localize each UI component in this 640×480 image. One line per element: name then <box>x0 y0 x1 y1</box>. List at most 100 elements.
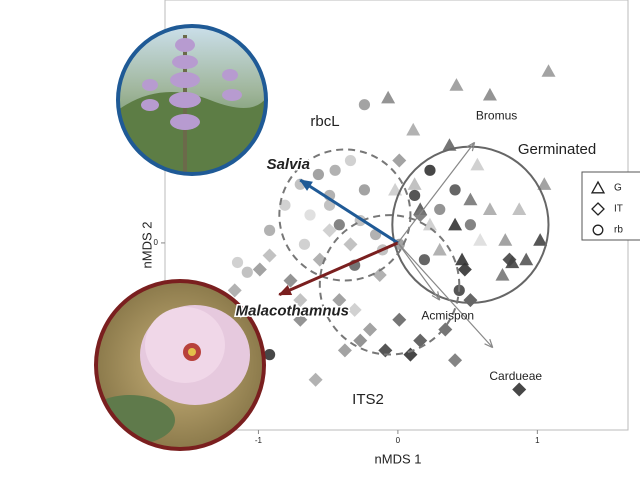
circle-point <box>333 219 345 231</box>
triangle-point <box>463 192 478 206</box>
circle-point <box>298 238 311 250</box>
x-tick-label: 0 <box>396 436 401 445</box>
diamond-point <box>512 382 527 397</box>
legend: G IT rb <box>581 171 640 241</box>
vector-label: Acmispon <box>421 308 474 322</box>
diamond-point <box>448 353 463 368</box>
diamond-point <box>262 248 277 263</box>
vector-head <box>278 284 293 296</box>
diamond-point <box>308 372 323 387</box>
circle-point <box>312 168 325 181</box>
diamond-point <box>283 273 298 288</box>
y-tick-label: 0 <box>154 238 159 247</box>
triangle-point <box>541 64 556 77</box>
circle-point <box>329 164 341 176</box>
triangle-point <box>590 180 606 194</box>
circle-point <box>358 99 371 111</box>
diamond-point <box>293 312 308 327</box>
diamond-point <box>392 153 407 168</box>
diamond-point <box>392 312 407 327</box>
circle-point <box>592 224 604 236</box>
x-tick-label: -1 <box>255 436 263 445</box>
vector-head <box>466 141 476 152</box>
triangle-point <box>498 233 513 246</box>
triangle-point <box>473 233 488 246</box>
vector-head <box>299 179 313 191</box>
triangle-point <box>455 252 470 266</box>
y-axis-label: nMDS 2 <box>139 222 154 269</box>
circle-point <box>241 266 253 278</box>
circle-point <box>344 154 357 167</box>
vector <box>397 242 441 301</box>
circle-point <box>434 203 446 216</box>
group-ellipse <box>318 214 461 356</box>
diamond-point <box>332 293 347 308</box>
diamond-point <box>502 252 517 267</box>
triangle-point <box>448 217 463 231</box>
triangle-point <box>512 202 527 216</box>
circle-point <box>231 256 244 269</box>
group-ellipse <box>391 145 550 304</box>
diamond-point <box>337 343 352 358</box>
circle-point <box>418 254 430 266</box>
circle-point <box>304 209 316 221</box>
circle-point <box>409 189 421 202</box>
diamond-point <box>353 333 368 348</box>
triangle-point <box>422 217 437 231</box>
vector <box>397 242 494 349</box>
triangle-point <box>482 87 497 101</box>
circle-point <box>263 224 276 236</box>
triangle-point <box>533 233 548 246</box>
diamond-point <box>293 293 308 308</box>
ellipse-label: Germinated <box>518 141 596 158</box>
circle-point <box>449 184 461 196</box>
triangle-point <box>449 78 464 91</box>
diamond-point <box>372 268 387 283</box>
triangle-point <box>381 90 396 104</box>
triangle-point <box>470 157 485 171</box>
triangle-point <box>537 177 552 190</box>
vector-head <box>484 338 494 349</box>
diamond-point <box>347 302 362 317</box>
circle-point <box>464 219 477 231</box>
triangle-point <box>495 268 510 281</box>
salvia-photo <box>118 26 266 174</box>
x-tick-label: 1 <box>535 436 540 445</box>
diamond-point <box>438 322 453 337</box>
diamond-point <box>413 333 428 348</box>
diamond-point <box>363 322 378 337</box>
vector-head <box>431 291 441 301</box>
triangle-point <box>406 122 421 136</box>
legend-label: G <box>614 183 622 194</box>
ellipse-label: ITS2 <box>352 391 384 408</box>
triangle-point <box>407 177 422 190</box>
photos <box>94 24 268 451</box>
vector <box>299 178 399 245</box>
legend-box <box>581 171 640 241</box>
group-ellipse <box>278 148 412 282</box>
malacothamnus-photo <box>96 281 264 449</box>
vector-label: Malacothamnus <box>236 303 349 320</box>
vector <box>397 142 476 244</box>
legend-label: rb <box>614 225 623 236</box>
circle-point <box>279 199 291 211</box>
diamond-point <box>227 283 242 298</box>
diamond-point <box>252 262 267 277</box>
x-axis-label: nMDS 1 <box>375 451 422 466</box>
triangle-point <box>432 242 447 256</box>
circle-point <box>358 184 371 196</box>
circle-point <box>263 349 276 361</box>
vector-label: Salvia <box>267 156 310 173</box>
diamond-point <box>457 262 472 277</box>
diamond-point <box>343 237 358 252</box>
diamond-point <box>591 202 605 216</box>
vector <box>278 241 399 296</box>
vector-label: Bromus <box>476 109 517 123</box>
diamond-point <box>322 223 337 238</box>
circle-point <box>424 164 436 176</box>
triangle-point <box>482 202 497 216</box>
triangle-point <box>519 252 534 266</box>
legend-label: IT <box>614 204 623 215</box>
